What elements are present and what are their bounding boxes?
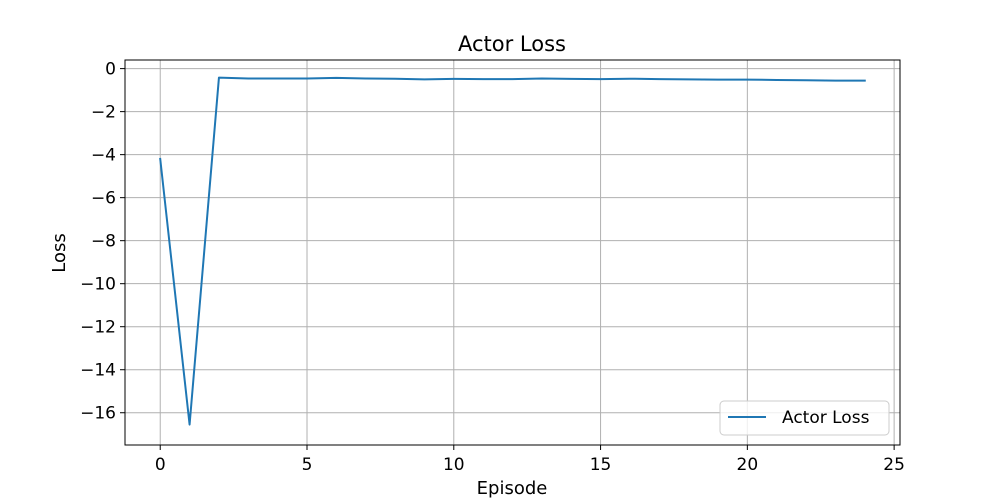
plot-frame — [124, 59, 901, 446]
x-axis-label: Episode — [477, 478, 548, 499]
chart-title: Actor Loss — [458, 32, 566, 56]
x-tick-label: 10 — [443, 455, 465, 475]
y-tick-label: −6 — [91, 189, 116, 209]
y-tick-label: −4 — [91, 146, 116, 166]
x-tick-label: 25 — [883, 455, 905, 475]
grid — [125, 60, 900, 445]
axis-ticks: 0 5 10 15 20 25 0 −2 −4 −6 −8 −10 −12 −14 −16 — [80, 60, 905, 475]
y-tick-label: −8 — [91, 232, 116, 252]
series-line-actor-loss — [159, 76, 866, 426]
x-tick-label: 20 — [737, 455, 759, 475]
legend-label-actor-loss: Actor Loss — [782, 408, 870, 428]
x-tick-label: 15 — [590, 455, 612, 475]
y-tick-label: 0 — [105, 60, 116, 80]
series-layer — [159, 76, 866, 426]
y-axis-label: Loss — [49, 233, 70, 272]
legend-box — [719, 400, 890, 436]
y-tick-label: −14 — [80, 361, 116, 381]
y-tick-label: −12 — [80, 318, 116, 338]
x-tick-label: 5 — [302, 455, 313, 475]
y-tick-label: −2 — [91, 103, 116, 123]
y-tick-label: −16 — [80, 404, 116, 424]
legend: Actor Loss — [719, 400, 890, 436]
x-tick-label: 0 — [155, 455, 166, 475]
y-tick-label: −10 — [80, 275, 116, 295]
